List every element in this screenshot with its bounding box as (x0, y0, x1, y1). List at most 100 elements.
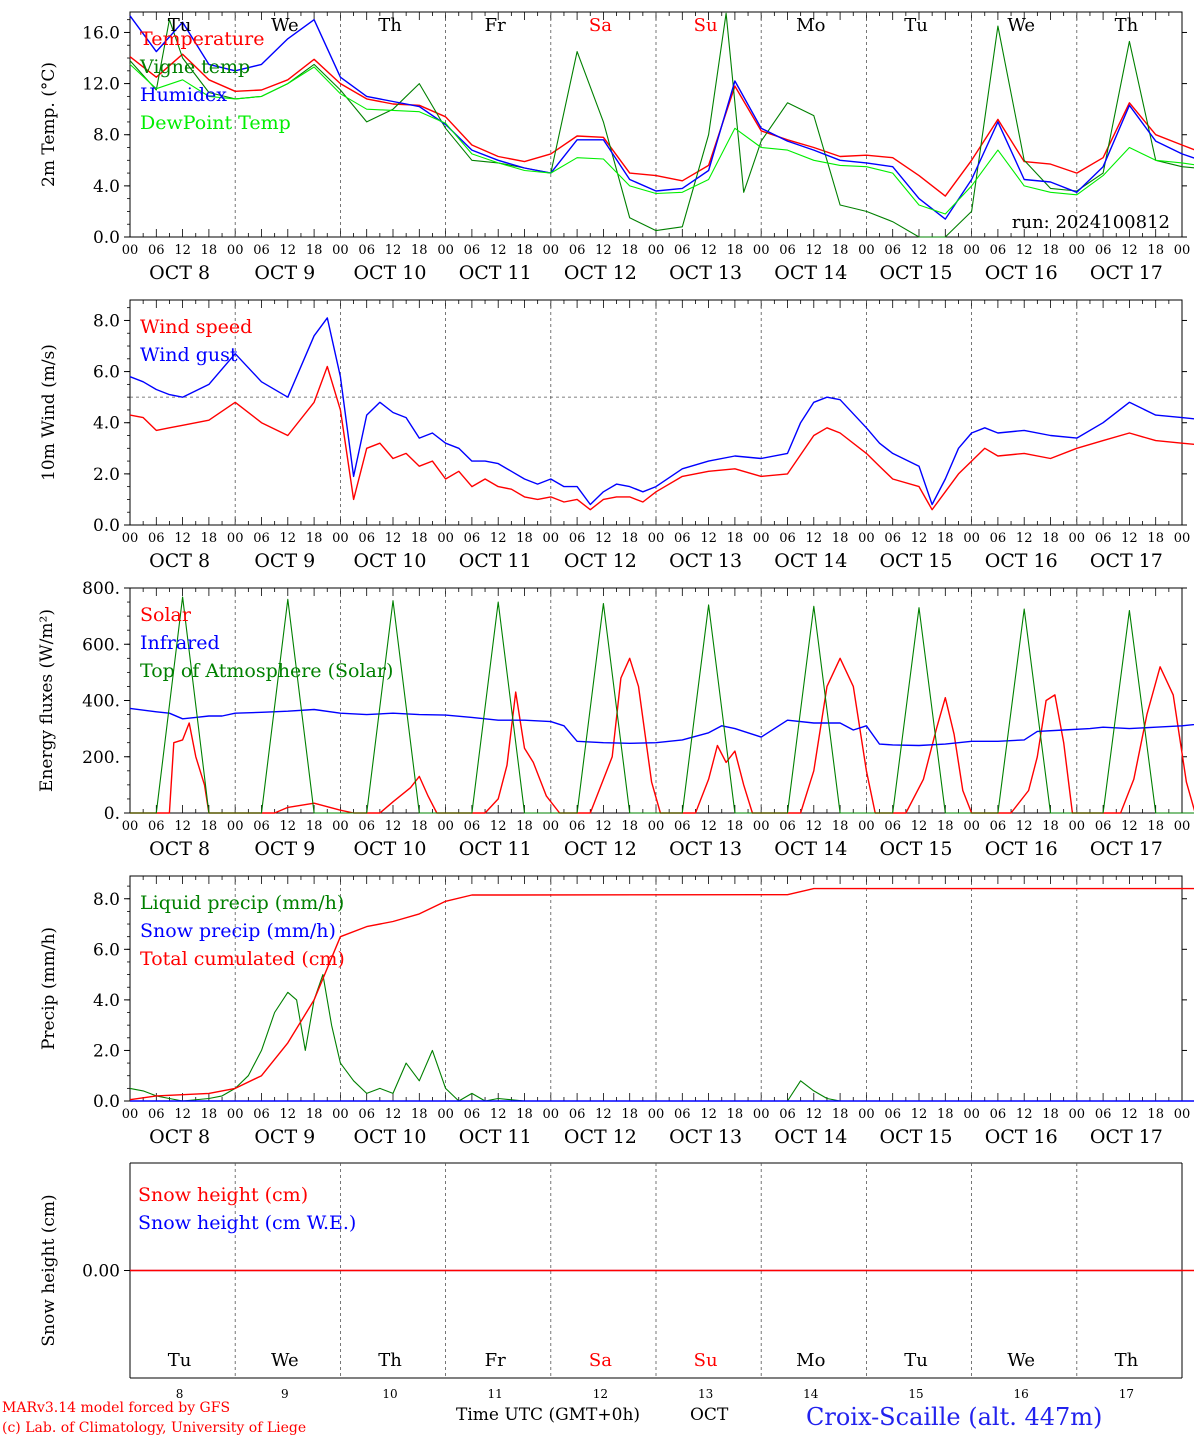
hour-tick-label: 06 (779, 243, 796, 258)
y-tick-label: 16.0 (82, 23, 120, 43)
hour-tick-label: 06 (464, 531, 481, 546)
y-tick-label: 400. (82, 692, 120, 712)
weekday-label: Su (694, 15, 718, 36)
weekday-label: We (1007, 1350, 1035, 1371)
hour-tick-label: 00 (858, 531, 875, 546)
hour-tick-label: 06 (148, 819, 165, 834)
hour-tick-label: 12 (806, 819, 823, 834)
hour-tick-label: 12 (911, 819, 928, 834)
y-axis-label: 10m Wind (m/s) (39, 344, 59, 481)
date-label: OCT 9 (254, 1126, 315, 1148)
day-number-label: 14 (803, 1387, 819, 1401)
hour-tick-label: 00 (227, 243, 244, 258)
hour-tick-label: 00 (122, 243, 139, 258)
date-label: OCT 11 (459, 1126, 532, 1148)
hour-tick-label: 12 (700, 243, 717, 258)
date-label: OCT 15 (879, 550, 952, 572)
hour-tick-label: 12 (806, 1107, 823, 1122)
date-label: OCT 8 (149, 262, 210, 284)
hour-tick-label: 00 (332, 243, 349, 258)
date-label: OCT 11 (459, 838, 532, 860)
legend-entry: Vigne temp (139, 56, 250, 78)
hour-tick-label: 00 (1174, 819, 1191, 834)
hour-tick-label: 00 (858, 1107, 875, 1122)
date-label: OCT 16 (985, 262, 1058, 284)
weekday-label: Fr (485, 15, 506, 36)
hour-tick-label: 12 (1121, 819, 1138, 834)
y-tick-label: 8.0 (93, 890, 120, 910)
y-tick-label: 6.0 (93, 940, 120, 960)
hour-tick-label: 18 (516, 1107, 533, 1122)
y-axis-label: Energy fluxes (W/m²) (37, 609, 57, 792)
hour-tick-label: 06 (464, 243, 481, 258)
legend-entry: Snow precip (mm/h) (140, 920, 336, 942)
date-label: OCT 14 (774, 1126, 847, 1148)
hour-tick-label: 12 (385, 531, 402, 546)
hour-tick-label: 00 (437, 531, 454, 546)
day-number-label: 16 (1014, 1387, 1029, 1401)
hour-tick-label: 12 (1121, 1107, 1138, 1122)
date-label: OCT 17 (1090, 838, 1163, 860)
model-credit: MARv3.14 model forced by GFS (2, 1400, 231, 1416)
hour-tick-label: 12 (1016, 243, 1033, 258)
hour-tick-label: 12 (174, 531, 191, 546)
hour-tick-label: 12 (1016, 531, 1033, 546)
hour-tick-label: 00 (437, 1107, 454, 1122)
hour-tick-label: 18 (306, 1107, 323, 1122)
weekday-label: Th (1115, 15, 1139, 36)
hour-tick-label: 18 (937, 819, 954, 834)
series-line-top-of-atmosphere-solar- (130, 596, 1194, 814)
date-label: OCT 15 (879, 838, 952, 860)
hour-tick-label: 00 (963, 819, 980, 834)
hour-tick-label: 18 (516, 819, 533, 834)
day-number-label: 10 (382, 1387, 397, 1401)
hour-tick-label: 12 (280, 819, 297, 834)
hour-tick-label: 06 (148, 1107, 165, 1122)
legend-entry: Top of Atmosphere (Solar) (140, 660, 393, 682)
hour-tick-label: 06 (1095, 1107, 1112, 1122)
hour-tick-label: 12 (385, 1107, 402, 1122)
y-tick-label: 12.0 (82, 75, 120, 95)
hour-tick-label: 00 (648, 531, 665, 546)
weekday-label: Tu (904, 15, 928, 36)
hour-tick-label: 06 (990, 531, 1007, 546)
hour-tick-label: 00 (1069, 819, 1086, 834)
hour-tick-label: 18 (306, 531, 323, 546)
hour-tick-label: 06 (358, 243, 375, 258)
weekday-label: Th (378, 1350, 402, 1371)
hour-tick-label: 12 (911, 243, 928, 258)
y-tick-label: 2.0 (93, 465, 120, 485)
hour-tick-label: 00 (963, 1107, 980, 1122)
hour-tick-label: 06 (674, 1107, 691, 1122)
hour-tick-label: 06 (148, 531, 165, 546)
hour-tick-label: 00 (858, 243, 875, 258)
hour-tick-label: 12 (595, 531, 612, 546)
weekday-label: We (1007, 15, 1035, 36)
y-axis-label: 2m Temp. (°C) (39, 62, 59, 187)
hour-tick-label: 18 (411, 819, 428, 834)
date-label: OCT 13 (669, 838, 742, 860)
weekday-label: Fr (485, 1350, 506, 1371)
hour-tick-label: 12 (490, 243, 507, 258)
series-line-wind-gust (129, 317, 1194, 506)
hour-tick-label: 00 (1174, 243, 1191, 258)
hour-tick-label: 18 (516, 531, 533, 546)
hour-tick-label: 12 (700, 819, 717, 834)
hour-tick-label: 18 (201, 531, 218, 546)
hour-tick-label: 00 (753, 531, 770, 546)
y-tick-label: 800. (82, 579, 120, 599)
date-label: OCT 12 (564, 1126, 637, 1148)
hour-tick-label: 18 (727, 531, 744, 546)
run-note: run: 2024100812 (1012, 212, 1170, 233)
hour-tick-label: 12 (806, 243, 823, 258)
hour-tick-label: 18 (1147, 531, 1164, 546)
day-number-label: 15 (908, 1387, 923, 1401)
hour-tick-label: 00 (332, 1107, 349, 1122)
date-label: OCT 16 (985, 550, 1058, 572)
hour-tick-label: 18 (727, 819, 744, 834)
hour-tick-label: 00 (753, 819, 770, 834)
hour-tick-label: 00 (753, 243, 770, 258)
lab-credit: (c) Lab. of Climatology, University of L… (2, 1420, 307, 1436)
y-tick-label: 200. (82, 748, 120, 768)
hour-tick-label: 00 (227, 819, 244, 834)
